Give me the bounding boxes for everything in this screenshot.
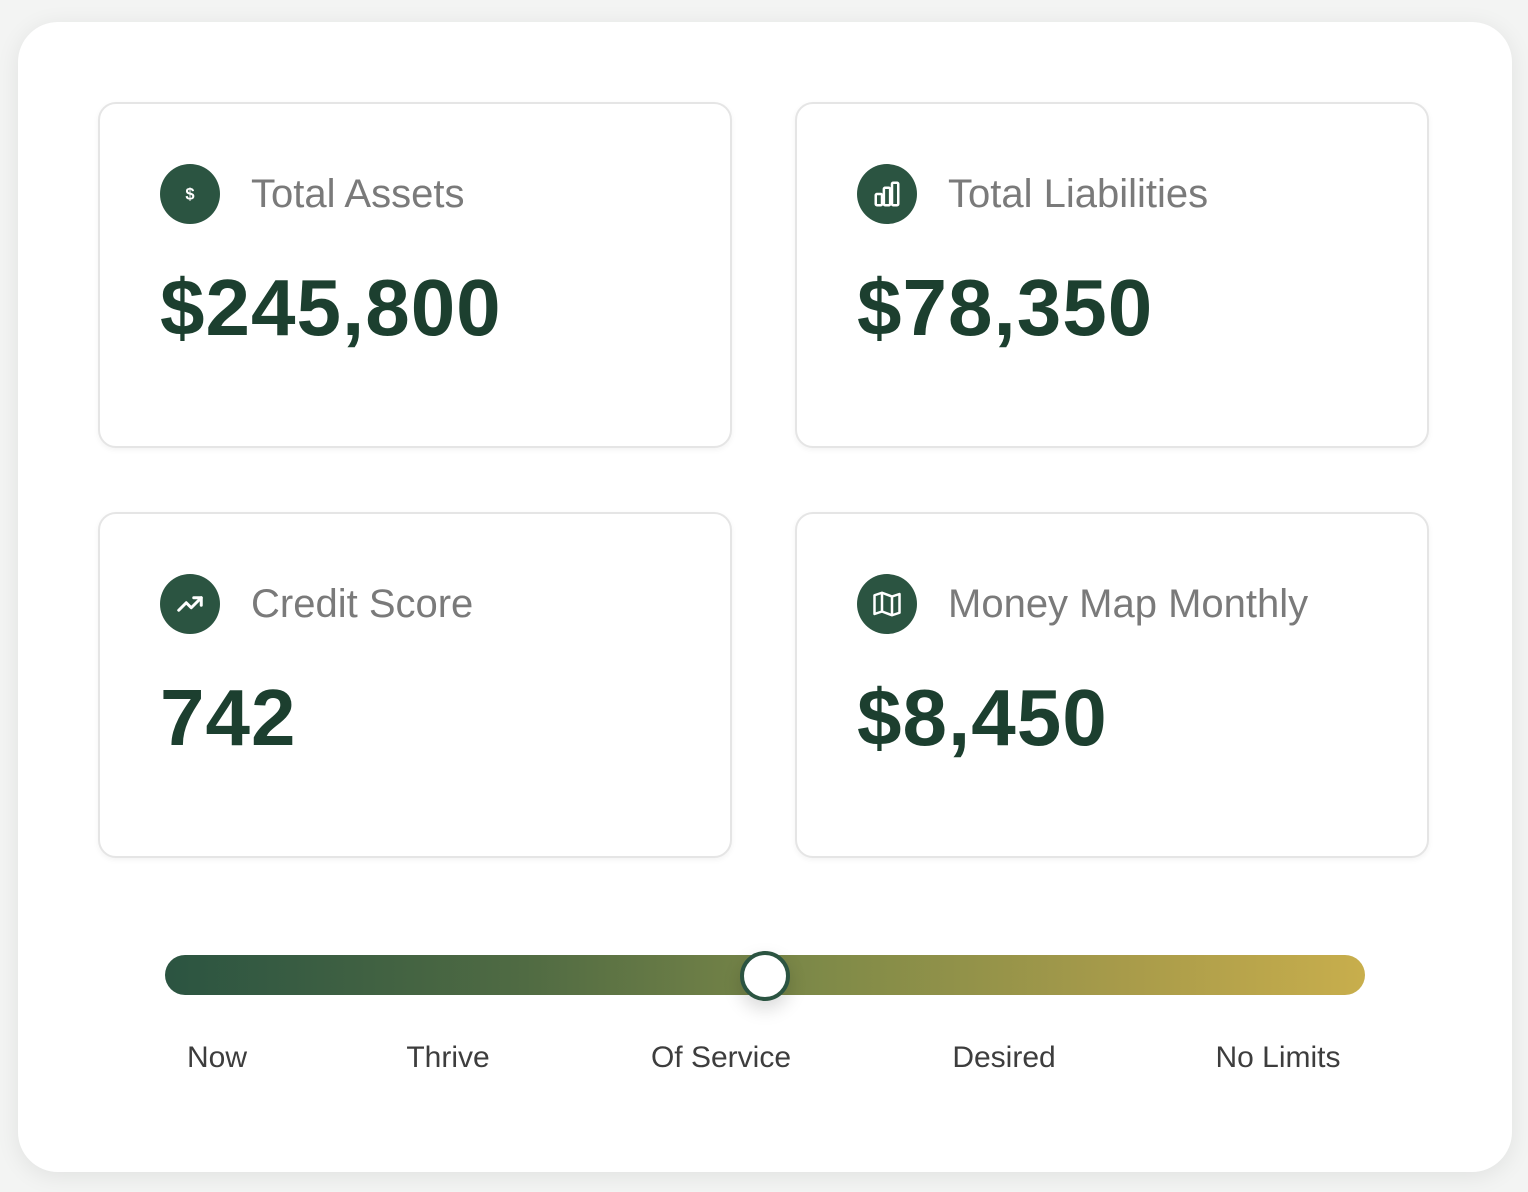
card-label: Total Assets (251, 172, 465, 216)
total-assets-card: $ Total Assets $245,800 (98, 102, 732, 448)
card-label: Credit Score (251, 582, 474, 626)
trending-up-icon (160, 574, 220, 634)
stage-label-of-service[interactable]: Of Service (650, 1041, 792, 1074)
card-label: Total Liabilities (948, 172, 1209, 216)
stage-slider-thumb[interactable] (740, 951, 790, 1001)
total-liabilities-card: Total Liabilities $78,350 (795, 102, 1429, 448)
map-icon (857, 574, 917, 634)
card-value: $8,450 (857, 673, 1108, 762)
stage-label-desired[interactable]: Desired (952, 1041, 1056, 1074)
card-value: $245,800 (160, 263, 502, 352)
card-value: 742 (160, 673, 297, 762)
card-value: $78,350 (857, 263, 1154, 352)
money-map-monthly-card: Money Map Monthly $8,450 (795, 512, 1429, 858)
credit-score-card: Credit Score 742 (98, 512, 732, 858)
dashboard-panel: $ Total Assets $245,800 Total Liabilitie… (18, 22, 1512, 1172)
dollar-icon: $ (160, 164, 220, 224)
stage-label-no-limits[interactable]: No Limits (1215, 1041, 1341, 1074)
stage-slider-track[interactable] (165, 951, 1365, 1001)
stage-label-thrive[interactable]: Thrive (406, 1041, 490, 1074)
bar-chart-icon (857, 164, 917, 224)
stage-label-now[interactable]: Now (186, 1041, 248, 1074)
svg-text:$: $ (185, 186, 194, 204)
card-label: Money Map Monthly (948, 582, 1309, 626)
